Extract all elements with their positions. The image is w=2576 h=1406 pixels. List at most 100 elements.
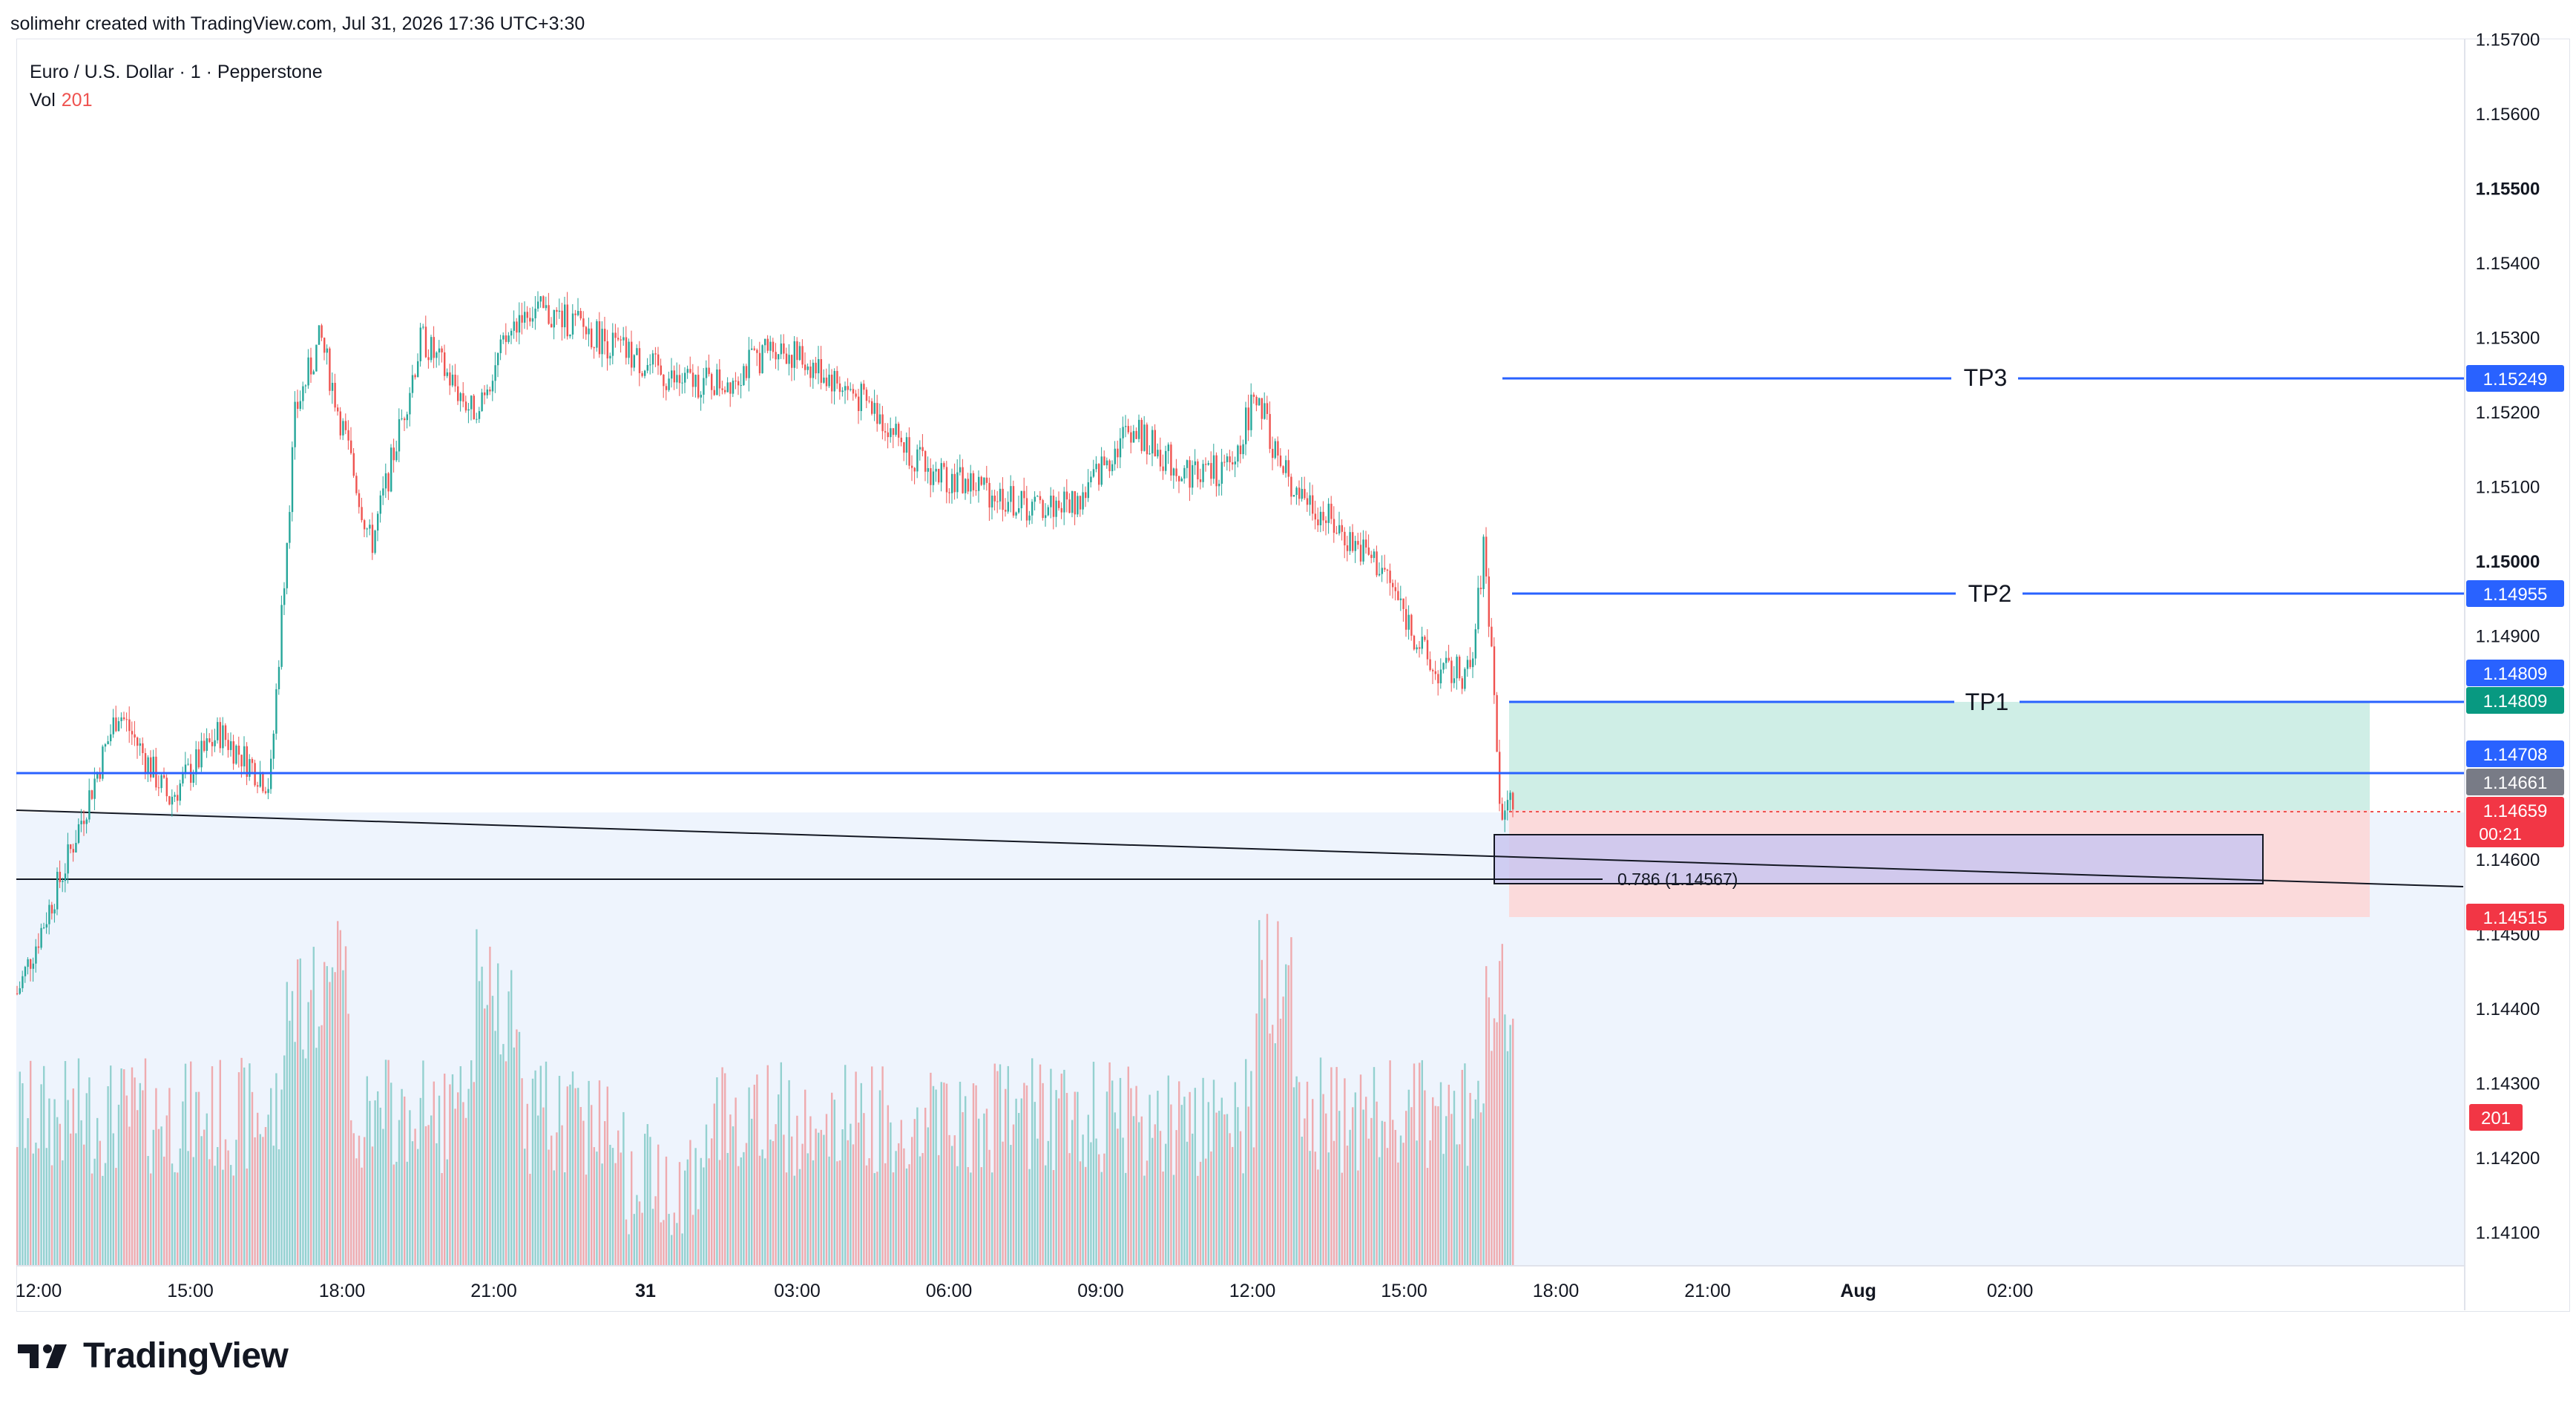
volume-bar xyxy=(1178,1081,1180,1265)
volume-bar xyxy=(1306,1081,1309,1265)
candle-body xyxy=(157,787,160,789)
volume-bar xyxy=(235,1140,237,1265)
candle-body xyxy=(366,528,368,530)
volume-bar xyxy=(470,1060,473,1265)
volume-bar xyxy=(633,1214,635,1265)
volume-bar xyxy=(806,1153,809,1265)
volume-bar xyxy=(1482,1103,1485,1265)
volume-bar xyxy=(959,1081,962,1265)
candle-body xyxy=(1421,637,1423,649)
time-tick-label: 31 xyxy=(635,1281,656,1301)
candle-body xyxy=(56,872,59,910)
volume-bar xyxy=(321,1025,323,1265)
volume-bar xyxy=(697,1209,700,1265)
volume-bar xyxy=(1039,1064,1042,1265)
volume-bar xyxy=(77,1058,80,1265)
volume-bar xyxy=(144,1058,147,1265)
volume-bar xyxy=(1023,1083,1025,1265)
volume-bar xyxy=(1421,1060,1423,1265)
volume-bar xyxy=(30,1060,32,1265)
candle-body xyxy=(1210,463,1212,479)
volume-bar xyxy=(831,1092,833,1265)
candle-body xyxy=(1341,525,1343,532)
volume-bar xyxy=(1135,1085,1137,1265)
candle-body xyxy=(1312,495,1314,514)
candle-body xyxy=(665,386,668,390)
candle-body xyxy=(361,507,363,521)
volume-bar xyxy=(1215,1112,1218,1265)
candle-body xyxy=(436,352,438,358)
volume-bar xyxy=(88,1077,91,1265)
volume-bar xyxy=(1485,966,1488,1265)
candle-body xyxy=(884,431,887,433)
volume-legend[interactable]: Vol 201 xyxy=(30,86,323,114)
candle-body xyxy=(815,362,817,374)
candle-body xyxy=(470,395,473,410)
candle-body xyxy=(686,369,689,373)
candle-body xyxy=(350,440,352,453)
volume-bar xyxy=(892,1172,895,1265)
tp3-price-badge: 1.15249 xyxy=(2466,365,2564,392)
volume-bar xyxy=(970,1172,972,1265)
volume-bar xyxy=(978,1118,980,1265)
candle-body xyxy=(390,447,392,492)
tradingview-wordmark: TradingView xyxy=(83,1336,289,1376)
volume-bar xyxy=(962,1111,964,1265)
volume-bar xyxy=(1504,1014,1506,1265)
volume-bar xyxy=(537,1115,539,1265)
candle-body xyxy=(551,323,553,328)
volume-bar xyxy=(844,1065,847,1265)
candle-body xyxy=(1071,491,1074,513)
volume-bar xyxy=(823,1134,825,1265)
volume-bar xyxy=(24,1148,27,1265)
candle-body xyxy=(224,725,227,740)
candle-body xyxy=(940,463,942,483)
candle-body xyxy=(1277,441,1279,456)
candle-body xyxy=(806,366,809,370)
volume-bar xyxy=(1384,1121,1386,1265)
volume-bar xyxy=(110,1065,112,1265)
volume-bar xyxy=(240,1057,243,1265)
volume-bar xyxy=(182,1101,184,1265)
volume-bar xyxy=(22,1083,24,1265)
candle-body xyxy=(1007,502,1009,512)
candle-body xyxy=(382,488,384,496)
symbol-title[interactable]: Euro / U.S. Dollar · 1 · Pepperstone xyxy=(30,62,323,82)
candle-body xyxy=(417,361,419,378)
volume-bar xyxy=(441,1173,443,1265)
candle-body xyxy=(671,370,673,379)
volume-bar xyxy=(355,1158,358,1265)
candle-body xyxy=(1287,460,1289,477)
volume-bar xyxy=(19,1071,21,1265)
volume-bar xyxy=(972,1083,975,1265)
volume-bar xyxy=(1335,1067,1338,1265)
candle-body xyxy=(374,530,376,553)
volume-bar xyxy=(890,1122,892,1265)
volume-bar xyxy=(579,1106,582,1265)
candle-body xyxy=(1357,541,1359,545)
candle-body xyxy=(280,605,283,667)
volume-bar xyxy=(641,1212,643,1265)
candle-body xyxy=(406,414,408,421)
volume-bar xyxy=(1264,998,1266,1265)
price-tick-label: 1.15000 xyxy=(2476,552,2540,572)
candle-body xyxy=(32,963,34,969)
volume-bar xyxy=(1304,1118,1306,1265)
volume-bar xyxy=(582,1120,585,1265)
candle-body xyxy=(37,946,40,948)
tradingview-logo[interactable]: TradingView xyxy=(18,1336,289,1376)
candle-body xyxy=(836,371,838,384)
volume-bar xyxy=(1140,1116,1143,1265)
candle-body xyxy=(329,348,331,391)
volume-bar xyxy=(791,1136,793,1265)
volume-bar xyxy=(494,1031,496,1265)
volume-bar xyxy=(628,1234,630,1265)
candle-body xyxy=(1459,657,1461,679)
candle-body xyxy=(1036,496,1039,497)
level-price-badge: 1.14708 xyxy=(2466,740,2564,767)
candle-body xyxy=(217,722,219,740)
volume-bar xyxy=(1381,1120,1383,1265)
candle-body xyxy=(1453,678,1456,683)
volume-bar xyxy=(660,1222,662,1265)
